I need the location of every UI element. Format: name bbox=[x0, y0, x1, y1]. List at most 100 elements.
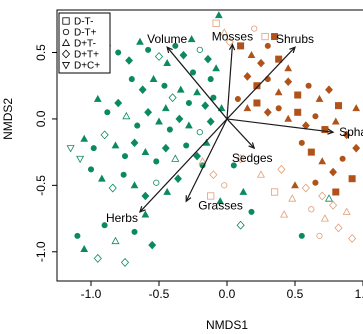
vector-label-sedges: Sedges bbox=[232, 151, 273, 165]
data-point bbox=[220, 28, 229, 36]
data-point bbox=[298, 232, 305, 239]
data-point bbox=[264, 42, 271, 49]
data-point bbox=[104, 109, 111, 116]
data-point bbox=[108, 183, 117, 193]
data-point bbox=[216, 197, 225, 205]
data-point bbox=[149, 74, 158, 82]
legend-symbol bbox=[62, 17, 70, 25]
data-point bbox=[206, 117, 215, 126]
data-point bbox=[145, 46, 152, 53]
data-point bbox=[334, 223, 343, 233]
data-point bbox=[93, 253, 102, 263]
data-point bbox=[193, 88, 201, 96]
data-point bbox=[332, 188, 340, 196]
data-point bbox=[111, 141, 120, 149]
legend-entry: D-T- bbox=[74, 17, 93, 28]
y-tick-label: 0.5 bbox=[34, 44, 48, 61]
vector-arrow-herbs bbox=[139, 118, 228, 213]
data-point bbox=[294, 108, 302, 116]
data-point bbox=[171, 154, 180, 162]
data-point bbox=[153, 179, 160, 186]
vector-label-volume: Volume bbox=[147, 32, 187, 46]
data-point bbox=[120, 171, 127, 178]
data-point bbox=[100, 130, 109, 140]
data-point bbox=[153, 158, 160, 165]
data-point bbox=[76, 155, 85, 164]
data-point bbox=[331, 117, 340, 125]
data-point bbox=[284, 64, 293, 72]
data-point bbox=[130, 181, 139, 189]
data-point bbox=[196, 46, 203, 53]
data-point bbox=[179, 50, 188, 60]
vector-arrow-volume bbox=[166, 46, 228, 120]
vector-arrowhead-herbs bbox=[139, 206, 146, 213]
x-tick-label: -1.0 bbox=[81, 287, 102, 301]
data-point bbox=[187, 35, 196, 43]
data-point bbox=[291, 181, 299, 189]
data-point bbox=[325, 85, 333, 94]
data-point bbox=[166, 126, 173, 133]
vector-label-grasses: Grasses bbox=[198, 198, 243, 212]
vector-arrow-sedges bbox=[226, 118, 255, 149]
data-point bbox=[214, 11, 223, 19]
data-point bbox=[189, 69, 197, 76]
data-point bbox=[301, 183, 310, 193]
data-point bbox=[236, 154, 245, 164]
x-axis: -1.0 -0.5 0.0 0.5 1.0 bbox=[81, 280, 363, 301]
data-point bbox=[270, 188, 279, 196]
data-point bbox=[217, 104, 226, 112]
y-tick-label: -0.5 bbox=[34, 175, 48, 196]
data-point bbox=[275, 105, 282, 112]
data-point bbox=[101, 222, 108, 229]
data-point bbox=[348, 175, 356, 183]
data-point bbox=[168, 93, 177, 103]
legend-entry: D+C+ bbox=[74, 61, 100, 72]
data-point bbox=[134, 122, 141, 129]
data-point bbox=[80, 134, 89, 142]
data-point bbox=[122, 111, 131, 120]
vector-label-shrubs: Shrubs bbox=[276, 32, 314, 46]
data-point bbox=[161, 82, 168, 89]
data-point bbox=[236, 220, 245, 230]
data-point bbox=[154, 52, 164, 61]
y-tick-label: -1.0 bbox=[34, 241, 48, 262]
data-point bbox=[210, 94, 217, 101]
data-point bbox=[253, 99, 261, 107]
data-point bbox=[212, 64, 220, 72]
data-point bbox=[221, 182, 228, 189]
vector-arrowhead-mosses bbox=[228, 43, 236, 51]
data-point bbox=[185, 99, 192, 107]
data-point bbox=[131, 228, 138, 235]
data-point bbox=[320, 214, 329, 222]
data-point bbox=[161, 104, 170, 112]
data-point bbox=[130, 138, 139, 148]
data-point bbox=[352, 104, 361, 112]
data-point bbox=[256, 170, 266, 178]
data-point bbox=[312, 179, 319, 186]
data-point bbox=[284, 114, 293, 122]
vector-label-herbs: Herbs bbox=[106, 211, 138, 225]
data-point bbox=[263, 108, 272, 117]
vector-arrow-mosses bbox=[226, 44, 234, 119]
x-tick-label: -0.5 bbox=[149, 287, 170, 301]
data-point bbox=[155, 117, 163, 125]
data-point bbox=[234, 95, 241, 103]
data-point bbox=[141, 148, 150, 156]
data-point bbox=[298, 139, 305, 146]
data-point bbox=[66, 145, 75, 153]
data-point bbox=[93, 94, 102, 102]
data-point bbox=[248, 208, 255, 215]
vector-label-mosses: Mosses bbox=[212, 30, 253, 44]
legend-symbol bbox=[61, 62, 71, 70]
data-point bbox=[329, 200, 338, 210]
vector-arrow-grasses bbox=[185, 118, 228, 202]
data-point bbox=[243, 72, 252, 81]
data-point bbox=[261, 32, 269, 41]
data-point bbox=[175, 114, 184, 124]
legend-symbol bbox=[61, 49, 71, 59]
data-point bbox=[201, 101, 210, 110]
x-tick-label: 0.0 bbox=[219, 287, 236, 301]
data-point bbox=[115, 49, 122, 56]
data-point bbox=[284, 77, 293, 87]
